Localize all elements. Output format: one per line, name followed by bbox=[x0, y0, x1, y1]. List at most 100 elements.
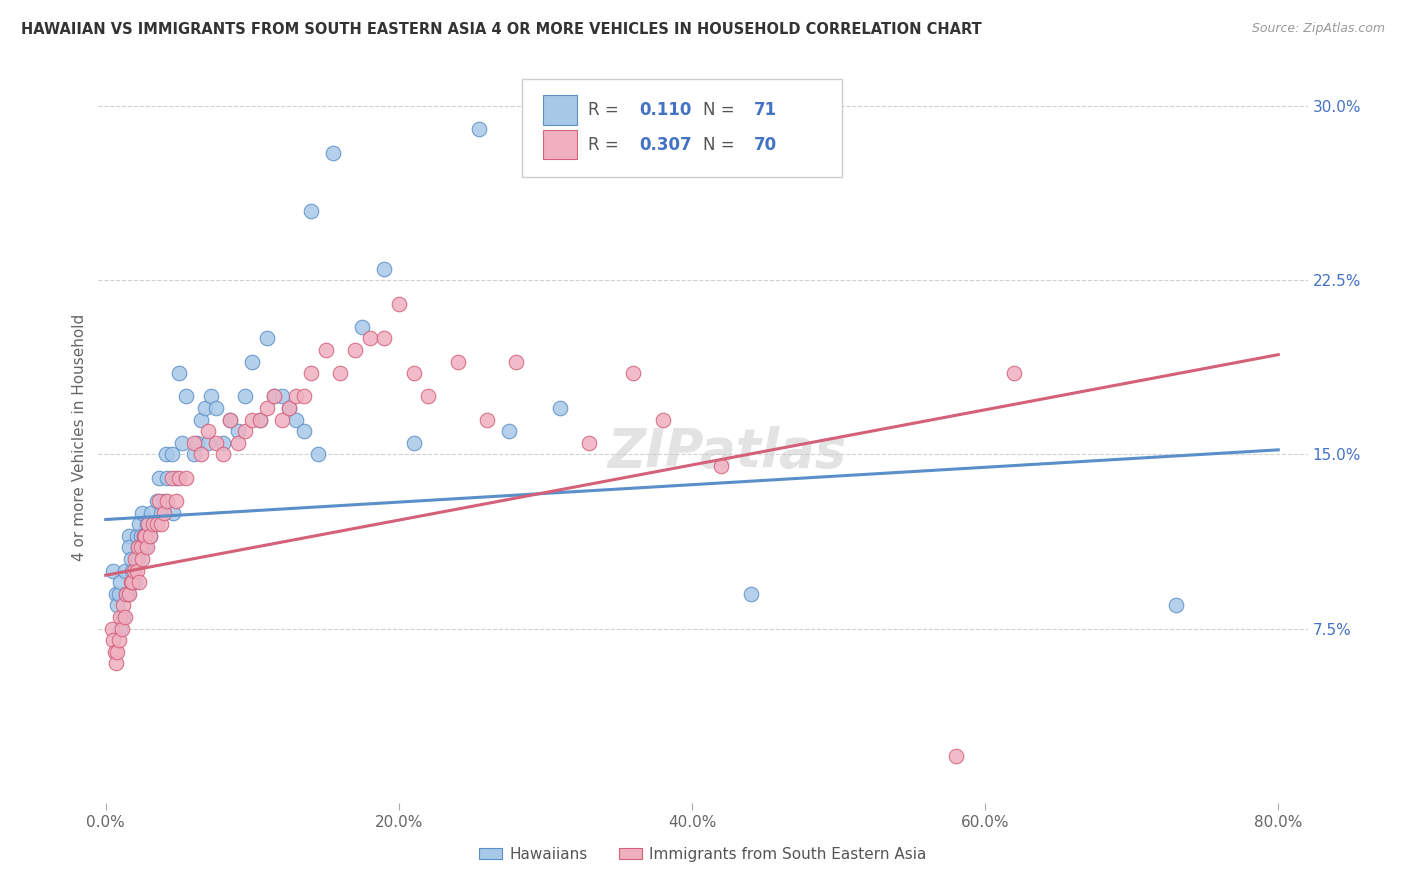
Point bbox=[1004, 366, 1026, 380]
Point bbox=[127, 541, 149, 555]
Point bbox=[176, 389, 198, 403]
Text: N =: N = bbox=[703, 136, 740, 153]
Point bbox=[153, 506, 176, 520]
Point bbox=[115, 587, 138, 601]
Point bbox=[226, 424, 249, 438]
Point bbox=[114, 564, 136, 578]
Point bbox=[110, 610, 132, 624]
Point bbox=[128, 575, 150, 590]
Text: 70: 70 bbox=[754, 136, 778, 153]
Point bbox=[373, 331, 395, 345]
Point bbox=[186, 436, 208, 450]
Point bbox=[107, 599, 129, 613]
Point bbox=[322, 145, 344, 160]
Point bbox=[621, 366, 644, 380]
Point bbox=[118, 587, 141, 601]
Point bbox=[219, 412, 242, 426]
Point bbox=[160, 448, 183, 462]
Point bbox=[651, 412, 673, 426]
Point bbox=[402, 366, 425, 380]
Point bbox=[131, 506, 153, 520]
Point bbox=[115, 587, 138, 601]
FancyBboxPatch shape bbox=[522, 78, 842, 178]
Point bbox=[121, 575, 143, 590]
Point bbox=[120, 575, 142, 590]
Text: N =: N = bbox=[703, 101, 740, 120]
Text: R =: R = bbox=[588, 136, 624, 153]
Point bbox=[343, 343, 366, 357]
Point bbox=[315, 343, 337, 357]
Point bbox=[498, 424, 520, 438]
Point bbox=[127, 541, 149, 555]
Point bbox=[402, 436, 425, 450]
Point bbox=[111, 622, 134, 636]
Point bbox=[107, 645, 129, 659]
Point bbox=[167, 366, 190, 380]
Text: 71: 71 bbox=[754, 101, 778, 120]
Point bbox=[285, 412, 308, 426]
Point bbox=[418, 389, 440, 403]
Point bbox=[226, 436, 249, 450]
Point bbox=[200, 389, 222, 403]
Point bbox=[167, 471, 190, 485]
Point bbox=[103, 645, 125, 659]
Point bbox=[1164, 599, 1187, 613]
Point bbox=[292, 389, 315, 403]
FancyBboxPatch shape bbox=[543, 130, 578, 159]
Point bbox=[190, 412, 212, 426]
Point bbox=[170, 436, 193, 450]
Point bbox=[197, 424, 219, 438]
Point bbox=[112, 610, 135, 624]
Point bbox=[446, 354, 468, 368]
Point bbox=[165, 494, 187, 508]
Point bbox=[120, 552, 142, 566]
Point bbox=[146, 517, 169, 532]
Point bbox=[945, 749, 967, 764]
Point bbox=[135, 541, 157, 555]
Point bbox=[278, 401, 301, 415]
Point bbox=[475, 412, 498, 426]
Point bbox=[249, 412, 271, 426]
Point bbox=[108, 633, 131, 648]
FancyBboxPatch shape bbox=[543, 95, 578, 125]
Point bbox=[233, 389, 256, 403]
Point bbox=[136, 517, 159, 532]
Point bbox=[307, 448, 329, 462]
Point bbox=[256, 401, 278, 415]
Text: 0.110: 0.110 bbox=[638, 101, 692, 120]
Point bbox=[129, 541, 152, 555]
Point bbox=[278, 401, 301, 415]
Point bbox=[128, 517, 150, 532]
Point bbox=[233, 424, 256, 438]
Point bbox=[162, 506, 184, 520]
Point bbox=[256, 331, 278, 345]
Point bbox=[352, 319, 374, 334]
Point bbox=[110, 622, 132, 636]
Point bbox=[299, 366, 322, 380]
Point bbox=[134, 529, 156, 543]
Point bbox=[505, 354, 527, 368]
Point bbox=[212, 436, 235, 450]
Point bbox=[710, 459, 733, 474]
Point bbox=[117, 587, 139, 601]
Point bbox=[156, 494, 179, 508]
Point bbox=[142, 517, 165, 532]
Point bbox=[141, 506, 163, 520]
Point bbox=[122, 564, 145, 578]
Point bbox=[156, 471, 179, 485]
Point bbox=[292, 424, 315, 438]
Point bbox=[100, 622, 122, 636]
Point bbox=[373, 261, 395, 276]
Point bbox=[183, 436, 205, 450]
Point bbox=[197, 436, 219, 450]
Text: ZIPatlas: ZIPatlas bbox=[607, 425, 846, 478]
Point bbox=[212, 448, 235, 462]
Point bbox=[740, 587, 762, 601]
Point bbox=[150, 506, 173, 520]
Point bbox=[122, 575, 145, 590]
Y-axis label: 4 or more Vehicles in Household: 4 or more Vehicles in Household bbox=[72, 313, 87, 561]
Point bbox=[101, 564, 124, 578]
Point bbox=[129, 529, 152, 543]
Point bbox=[142, 517, 165, 532]
Point bbox=[132, 529, 155, 543]
